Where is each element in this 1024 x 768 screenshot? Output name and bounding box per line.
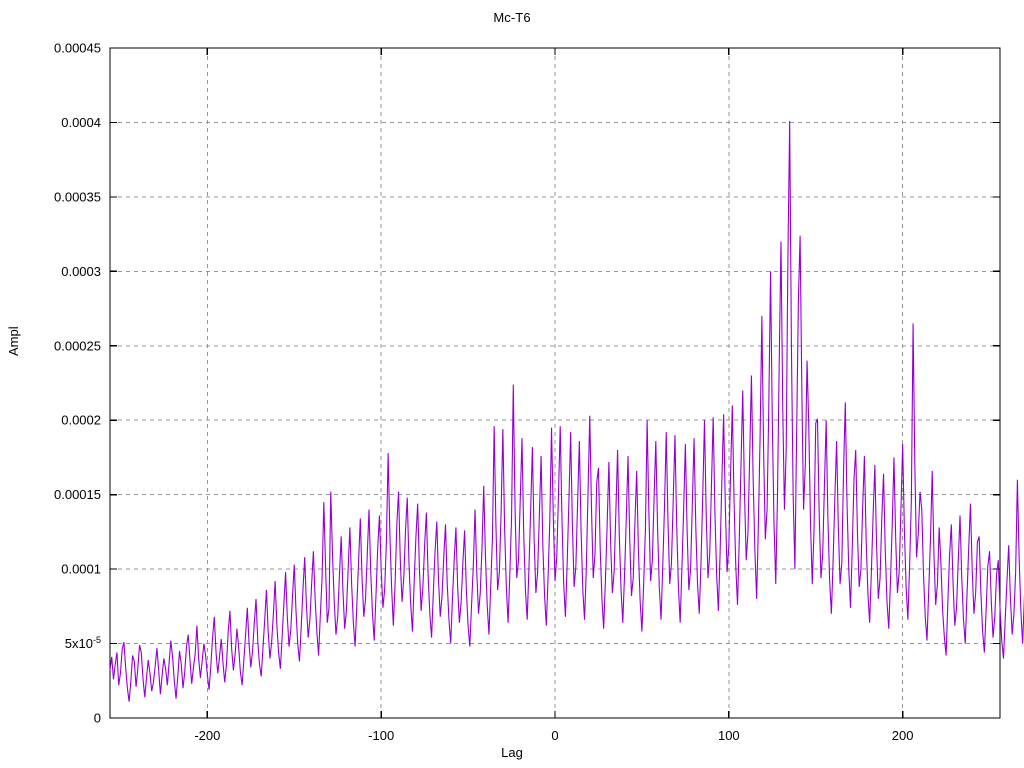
x-tick-label: -100 bbox=[368, 728, 394, 743]
data-series-layer bbox=[109, 120, 1024, 702]
y-tick-label: 0.0003 bbox=[61, 264, 101, 279]
y-tick-label: 0.00025 bbox=[54, 338, 101, 353]
y-tick-label: 0.0002 bbox=[61, 413, 101, 428]
x-tick-label: -200 bbox=[194, 728, 220, 743]
grid-layer bbox=[110, 48, 1000, 718]
y-tick-label: 0 bbox=[94, 711, 101, 726]
y-tick-label: 0.0004 bbox=[61, 115, 101, 130]
data-series-line bbox=[109, 120, 1024, 702]
tick-label-layer: 0 5x10-5 0.0001 0.00015 0.0002 0.00025 0.0003 0… bbox=[54, 41, 914, 744]
y-tick-label: 0.00045 bbox=[54, 41, 101, 56]
y-tick-label: 5x10-5 bbox=[65, 635, 101, 651]
y-tick-label: 0.0001 bbox=[61, 562, 101, 577]
x-tick-label: 0 bbox=[551, 728, 558, 743]
y-tick-label: 0.00015 bbox=[54, 487, 101, 502]
chart-title: Mc-T6 bbox=[493, 10, 531, 25]
x-tick-label: 100 bbox=[718, 728, 740, 743]
y-tick-label: 0.00035 bbox=[54, 189, 101, 204]
x-axis-label: Lag bbox=[501, 745, 523, 760]
plot-border bbox=[109, 47, 1001, 719]
x-tick-label: 200 bbox=[892, 728, 914, 743]
